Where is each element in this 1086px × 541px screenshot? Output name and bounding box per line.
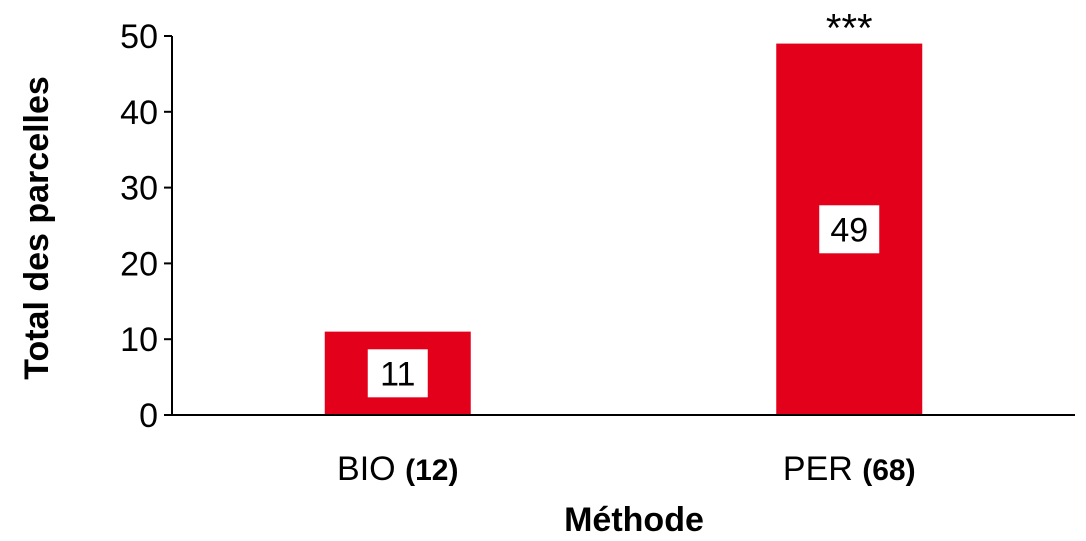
bars: 11 49 *** <box>324 7 923 416</box>
y-tick-label: 20 <box>120 245 158 283</box>
x-axis-categories: BIO (12) PER (68) <box>337 450 916 488</box>
data-label-box <box>819 205 880 254</box>
category-count: (68) <box>862 454 915 487</box>
x-axis-title: Méthode <box>564 501 704 539</box>
y-tick-label: 0 <box>139 397 158 435</box>
significance-marker: *** <box>826 7 873 51</box>
y-tick-label: 50 <box>120 18 158 56</box>
category-count: (12) <box>405 454 458 487</box>
y-axis-title: Total des parcelles <box>18 76 56 380</box>
x-category-label: PER (68) <box>783 450 916 488</box>
data-label-box <box>367 349 428 398</box>
x-category-label: BIO (12) <box>337 450 458 488</box>
category-name: PER <box>783 450 862 488</box>
y-tick-label: 30 <box>120 170 158 208</box>
y-tick-label: 40 <box>120 94 158 132</box>
y-tick-label: 10 <box>120 321 158 359</box>
data-label: 49 <box>830 211 868 249</box>
category-name: BIO <box>337 450 405 488</box>
y-axis-ticks: 0 10 20 30 40 50 <box>120 18 172 435</box>
data-label: 11 <box>380 355 415 393</box>
